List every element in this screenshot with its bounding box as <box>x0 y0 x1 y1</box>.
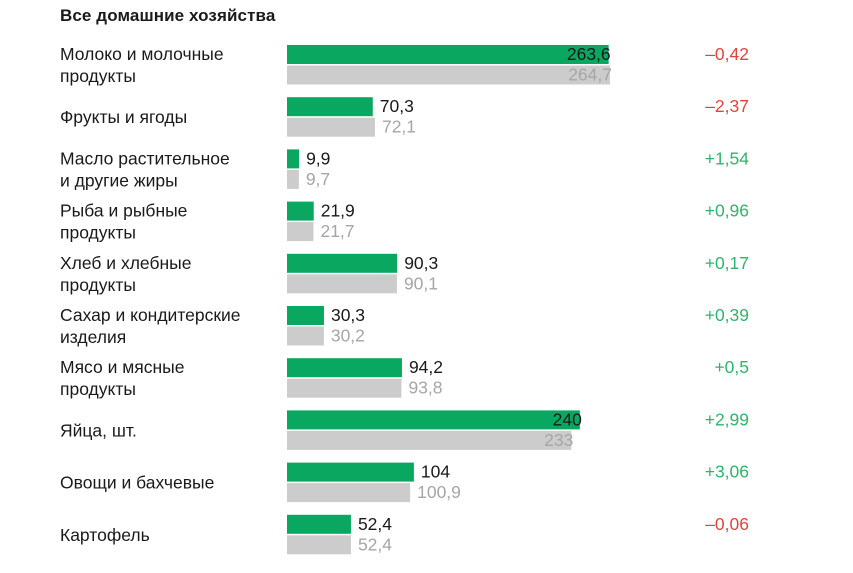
chart-title: Все домашние хозяйства <box>60 6 276 25</box>
category-label: Хлеб и хлебные <box>60 253 191 273</box>
value-label-previous: 233 <box>544 430 573 450</box>
category-label: Мясо и мясные <box>60 357 184 377</box>
value-label-previous: 72,1 <box>382 117 416 137</box>
bar-previous <box>287 483 411 503</box>
category-label: Рыба и рыбные <box>60 201 187 221</box>
bar-current <box>287 410 580 430</box>
change-label: +0,39 <box>705 305 749 325</box>
value-label-previous: 90,1 <box>404 273 438 293</box>
category-label: продукты <box>60 223 136 243</box>
value-label-current: 30,3 <box>331 305 365 325</box>
value-label-current: 94,2 <box>409 357 443 377</box>
value-label-previous: 93,8 <box>408 378 442 398</box>
bar-current <box>287 358 402 378</box>
value-label-current: 52,4 <box>358 514 392 534</box>
bar-previous <box>287 378 402 398</box>
change-label: +0,17 <box>705 253 749 273</box>
category-label: Масло растительное <box>60 148 230 168</box>
value-label-current: 21,9 <box>321 201 355 221</box>
bar-previous <box>287 326 324 346</box>
bar-current <box>287 306 324 325</box>
category-label: Яйца, шт. <box>60 420 137 440</box>
bar-previous <box>287 117 375 137</box>
bar-previous <box>287 169 299 189</box>
category-label: Сахар и кондитерские <box>60 305 241 325</box>
value-label-current: 90,3 <box>404 253 438 273</box>
change-label: –0,06 <box>705 514 749 534</box>
category-label: продукты <box>60 275 136 295</box>
category-label: продукты <box>60 66 136 86</box>
value-label-current: 240 <box>553 409 582 429</box>
category-label: продукты <box>60 379 136 399</box>
bar-current <box>287 514 351 534</box>
bar-previous <box>287 430 572 450</box>
change-label: +2,99 <box>705 409 749 429</box>
change-label: +0,5 <box>714 357 749 377</box>
category-label: Молоко и молочные <box>60 44 224 64</box>
bar-current <box>287 97 373 117</box>
value-label-previous: 21,7 <box>320 221 354 241</box>
value-label-previous: 264,7 <box>568 65 612 85</box>
change-label: +1,54 <box>705 148 750 168</box>
change-label: +0,96 <box>705 201 749 221</box>
change-label: –2,37 <box>705 96 749 116</box>
value-label-current: 263,6 <box>567 44 611 64</box>
category-label: Картофель <box>60 525 150 545</box>
bar-previous <box>287 222 314 242</box>
value-label-current: 104 <box>421 462 450 482</box>
value-label-current: 70,3 <box>380 96 414 116</box>
value-label-previous: 100,9 <box>417 482 461 502</box>
bar-current <box>287 45 609 64</box>
category-label: Фрукты и ягоды <box>60 107 187 127</box>
category-label: Овощи и бахчевые <box>60 473 214 493</box>
bar-previous <box>287 65 610 85</box>
bar-current <box>287 149 300 169</box>
value-label-previous: 9,7 <box>306 169 330 189</box>
category-label: изделия <box>60 327 126 347</box>
bar-previous <box>287 274 397 294</box>
value-label-current: 9,9 <box>306 148 330 168</box>
value-label-previous: 52,4 <box>358 534 392 554</box>
change-label: –0,42 <box>705 44 749 64</box>
bar-current <box>287 201 314 221</box>
value-label-previous: 30,2 <box>331 326 365 346</box>
change-label: +3,06 <box>705 462 749 482</box>
category-label: и другие жиры <box>60 170 178 190</box>
bar-current <box>287 253 398 273</box>
bar-previous <box>287 535 351 555</box>
bar-current <box>287 462 414 482</box>
